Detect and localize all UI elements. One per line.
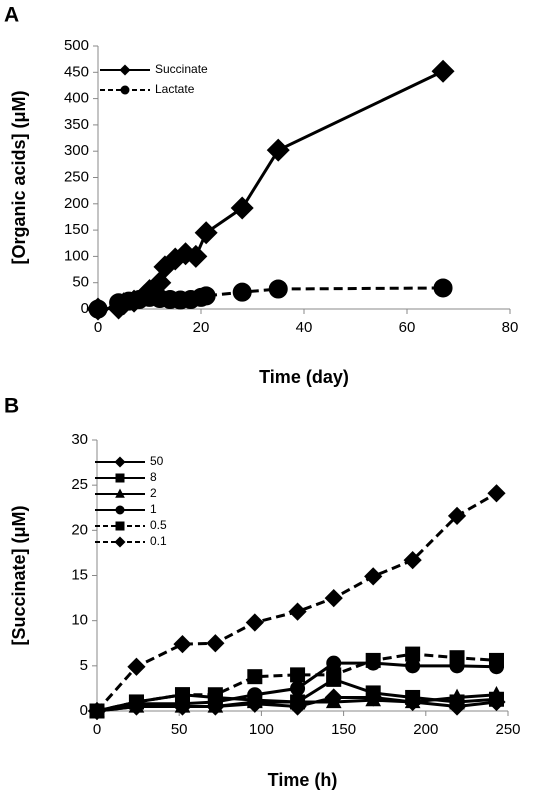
y-tick-label: 250	[64, 168, 89, 185]
data-point	[289, 693, 306, 709]
data-point	[173, 635, 192, 654]
data-point	[488, 685, 505, 701]
y-tick-label: 300	[64, 142, 89, 159]
y-tick-label: 0	[81, 300, 89, 317]
y-tick-label: 200	[64, 195, 89, 212]
data-point	[288, 602, 307, 621]
x-axis-title: Time (day)	[259, 367, 349, 387]
y-tick-label: 50	[72, 274, 89, 291]
x-tick-label: 250	[495, 721, 520, 738]
legend-label: 2	[150, 486, 157, 500]
data-point	[290, 680, 306, 696]
data-point	[404, 693, 421, 709]
legend-marker	[119, 64, 131, 76]
y-tick-label: 350	[64, 116, 89, 133]
data-point	[247, 669, 263, 685]
data-point	[290, 667, 306, 683]
x-tick-label: 150	[331, 721, 356, 738]
y-axis-title: [Succinate] (μM)	[9, 505, 29, 645]
y-tick-label: 450	[64, 63, 89, 80]
data-point	[403, 551, 422, 570]
legend-marker	[115, 488, 125, 498]
data-point	[184, 244, 208, 268]
panel-label: B	[4, 395, 19, 418]
legend-marker	[114, 456, 126, 468]
legend-label: 50	[150, 454, 164, 468]
series-line	[96, 652, 497, 713]
data-point	[194, 221, 218, 245]
data-point	[87, 701, 107, 721]
data-point	[247, 687, 263, 703]
legend-label: 0.5	[150, 518, 167, 532]
y-tick-label: 150	[64, 221, 89, 238]
y-tick-label: 500	[64, 37, 89, 54]
data-point	[364, 567, 383, 586]
y-tick-label: 20	[71, 521, 88, 538]
data-point	[431, 59, 455, 83]
data-point	[207, 687, 223, 703]
data-point	[405, 646, 421, 662]
x-tick-label: 0	[93, 721, 101, 738]
data-point	[196, 286, 216, 306]
y-axis-title: [Organic acids] (μM)	[9, 90, 29, 264]
data-point	[266, 138, 290, 162]
y-tick-label: 10	[71, 612, 88, 629]
x-tick-label: 100	[249, 721, 274, 738]
y-tick-label: 30	[71, 431, 88, 448]
legend-marker	[115, 473, 125, 483]
data-point	[88, 299, 108, 319]
data-point	[326, 667, 342, 683]
legend-marker	[120, 85, 130, 95]
x-tick-label: 40	[296, 319, 313, 336]
data-point	[325, 693, 342, 709]
data-point	[488, 652, 504, 668]
y-tick-label: 100	[64, 247, 89, 264]
x-axis-title: Time (h)	[268, 770, 338, 790]
y-tick-label: 400	[64, 90, 89, 107]
x-tick-label: 0	[94, 319, 102, 336]
data-point	[433, 278, 453, 298]
y-tick-label: 0	[80, 702, 88, 719]
data-point	[324, 588, 343, 608]
x-tick-label: 20	[193, 319, 210, 336]
data-point	[365, 652, 381, 668]
legend-marker	[115, 505, 125, 515]
data-point	[449, 688, 465, 704]
y-tick-label: 25	[71, 476, 88, 493]
y-tick-label: 5	[80, 657, 88, 674]
legend-label: Lactate	[155, 82, 195, 96]
legend-marker	[114, 536, 126, 548]
legend-label: 8	[150, 470, 157, 484]
legend-label: Succinate	[155, 62, 208, 76]
legend-marker	[115, 521, 125, 531]
x-tick-label: 200	[413, 721, 438, 738]
data-point	[449, 650, 465, 666]
data-point	[232, 282, 252, 302]
data-point	[268, 279, 288, 299]
legend-label: 0.1	[150, 534, 167, 548]
panel-label: A	[4, 4, 19, 27]
data-point	[174, 687, 190, 703]
data-point	[487, 484, 506, 503]
data-point	[447, 506, 467, 525]
x-tick-label: 80	[502, 319, 519, 336]
data-point	[206, 634, 225, 653]
data-point	[127, 657, 146, 676]
data-point	[365, 691, 382, 707]
data-point	[128, 694, 144, 710]
data-point	[245, 613, 264, 632]
x-tick-label: 60	[399, 319, 416, 336]
x-tick-label: 50	[171, 721, 188, 738]
data-point	[230, 196, 254, 220]
series-line	[97, 69, 444, 311]
y-tick-label: 15	[71, 566, 88, 583]
legend-label: 1	[150, 502, 157, 516]
